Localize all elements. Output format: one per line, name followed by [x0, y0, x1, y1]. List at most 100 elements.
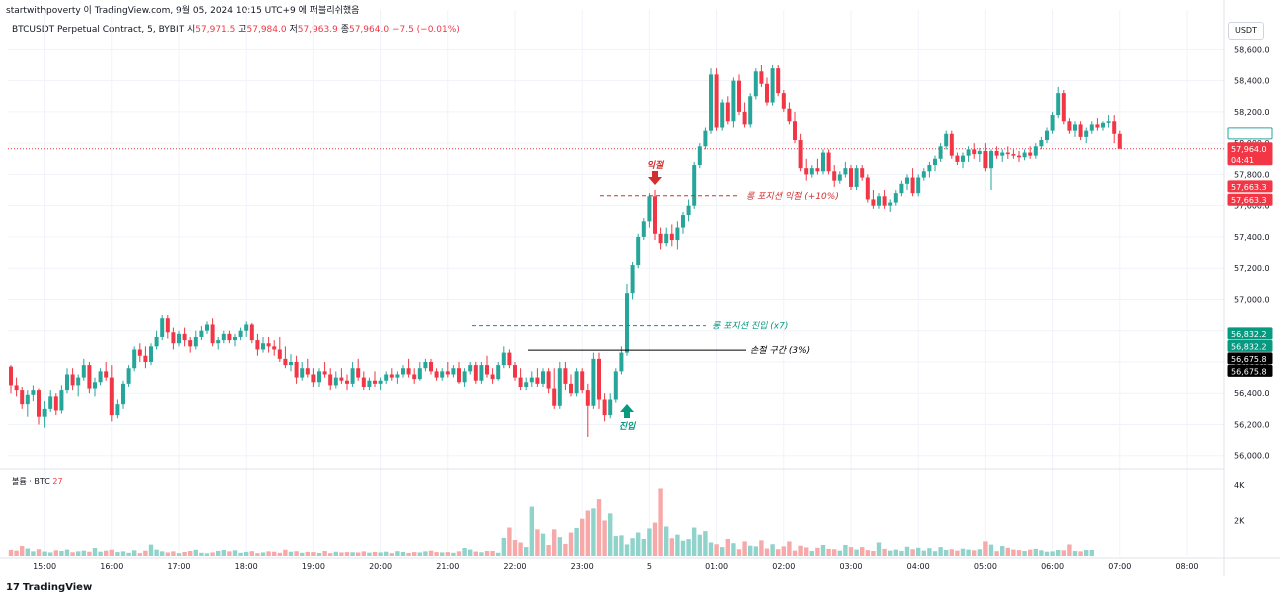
- candle-body: [149, 346, 153, 362]
- volume-bar: [1000, 546, 1005, 556]
- candle-body: [121, 383, 125, 405]
- candle-body: [53, 396, 58, 411]
- candle-body: [921, 171, 926, 178]
- take-profit-label: 롱 포지션 익절 (+10%): [746, 191, 839, 202]
- volume-bar: [580, 518, 585, 556]
- candle-body: [597, 358, 601, 400]
- y-tick-label: 56,200.0: [1234, 420, 1270, 429]
- volume-bar: [120, 551, 126, 556]
- volume-bar: [378, 552, 383, 556]
- tradingview-brand[interactable]: 17 TradingView: [6, 582, 92, 593]
- volume-bar: [624, 544, 630, 556]
- volume-bar: [193, 549, 198, 556]
- candle-body: [154, 336, 159, 347]
- volume-bar: [36, 549, 42, 556]
- candle-body: [781, 93, 786, 109]
- candle-body: [1084, 130, 1089, 137]
- candle-body: [266, 343, 271, 347]
- candle-body: [569, 383, 573, 394]
- volume-bar: [731, 543, 736, 556]
- candle-body: [317, 371, 321, 383]
- entry-label: 롱 포지션 진입 (x7): [712, 321, 788, 332]
- volume-bar: [876, 542, 882, 556]
- volume-bar: [843, 544, 848, 556]
- high-label: 고: [238, 25, 247, 35]
- candle-body: [888, 202, 893, 206]
- candle-body: [630, 265, 635, 294]
- candle-body: [238, 330, 243, 337]
- symbol-name[interactable]: BTCUSDT Perpetual Contract, 5, BYBIT: [12, 25, 185, 35]
- candle-body: [412, 374, 417, 380]
- volume-bar: [428, 550, 434, 556]
- volume-bar: [1072, 551, 1078, 556]
- price-tag-countdown: 04:41: [1231, 156, 1254, 165]
- candle-body: [664, 233, 669, 244]
- volume-bar: [339, 552, 344, 556]
- x-tick-label: 18:00: [235, 562, 258, 571]
- y-tick-label: 57,600.0: [1234, 202, 1270, 211]
- candle-body: [255, 340, 260, 350]
- x-tick-label: 16:00: [100, 562, 123, 571]
- y-tick-label: 58,600.0: [1234, 45, 1270, 54]
- currency-button[interactable]: USDT: [1228, 22, 1264, 40]
- candle-body: [70, 374, 75, 386]
- candle-body: [261, 343, 265, 350]
- price-tag: [1227, 352, 1273, 365]
- volume-bar: [977, 549, 982, 556]
- volume-bar: [53, 550, 58, 556]
- volume-bar: [529, 506, 534, 556]
- candle-body: [406, 368, 411, 375]
- volume-bar: [1033, 548, 1038, 556]
- volume-bar: [893, 549, 898, 556]
- candle-body: [210, 324, 215, 344]
- volume-bar: [557, 537, 562, 556]
- candle-body: [636, 236, 641, 266]
- volume-bar: [468, 549, 473, 556]
- volume-bar: [815, 547, 820, 556]
- candle-body: [93, 382, 97, 389]
- volume-bar: [406, 552, 411, 556]
- volume-bar: [31, 551, 36, 556]
- candle-body: [938, 146, 943, 159]
- candle-body: [98, 371, 103, 383]
- volume-bar: [518, 542, 523, 556]
- volume-bar: [322, 551, 327, 556]
- candle-body: [826, 152, 831, 172]
- volume-bar: [255, 553, 260, 556]
- volume-bar: [445, 552, 450, 556]
- candle-body: [300, 368, 305, 378]
- candle-body: [451, 368, 456, 375]
- candle-body: [994, 150, 999, 156]
- candle-body: [804, 168, 809, 175]
- candle-body: [854, 168, 859, 187]
- candle-body: [625, 293, 629, 353]
- volume-bar: [496, 552, 501, 556]
- y-tick-label: 57,800.0: [1234, 170, 1270, 179]
- arrow-down-icon: [648, 171, 662, 186]
- volume-bar: [384, 551, 389, 556]
- candle-body: [1101, 122, 1105, 128]
- candle-body: [535, 377, 540, 384]
- volume-bar: [658, 488, 663, 556]
- volume-bar: [412, 552, 417, 556]
- volume-bar: [904, 546, 910, 556]
- volume-bar: [776, 549, 781, 556]
- price-tag: [1227, 327, 1273, 340]
- candle-body: [182, 333, 187, 341]
- volume-bar: [501, 537, 506, 556]
- volume-bar: [848, 547, 854, 556]
- candle-body: [871, 199, 876, 206]
- price-tag: [1227, 142, 1273, 166]
- volume-bar: [400, 551, 406, 556]
- volume-bar: [479, 552, 484, 556]
- candle-body: [1067, 121, 1072, 131]
- volume-tick-label: 2K: [1234, 516, 1245, 525]
- y-tick-label: 56,400.0: [1234, 389, 1270, 398]
- volume-bar: [910, 549, 915, 556]
- volume-bar: [283, 549, 288, 556]
- volume-bar: [227, 551, 232, 556]
- price-tag-label: 57,663.3: [1231, 183, 1267, 192]
- volume-bar: [417, 552, 422, 556]
- volume-bar: [742, 541, 747, 556]
